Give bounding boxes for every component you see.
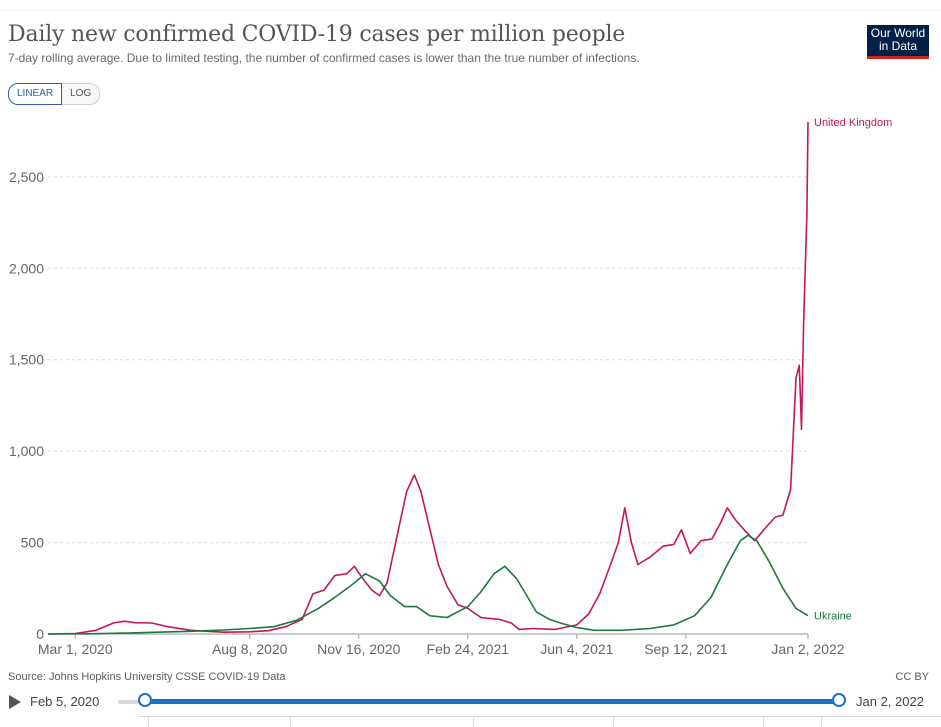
chart-subtitle: 7-day rolling average. Due to limited te… <box>8 51 640 65</box>
license-label[interactable]: CC BY <box>895 671 929 683</box>
y-tick-label: 2,500 <box>9 169 44 185</box>
x-tick-label: Aug 8, 2020 <box>212 641 288 657</box>
x-tick-label: Feb 24, 2021 <box>427 641 510 657</box>
timeline-start-label: Feb 5, 2020 <box>30 694 100 709</box>
y-tick-label: 2,000 <box>9 260 44 276</box>
series-label: Ukraine <box>814 611 852 623</box>
series-lines <box>47 121 809 635</box>
x-tick-label: Jun 4, 2021 <box>540 641 613 657</box>
timeline-end-handle[interactable] <box>832 693 846 707</box>
series-line <box>47 121 809 635</box>
source-note: Source: Johns Hopkins University CSSE CO… <box>8 671 286 683</box>
y-tick-label: 1,000 <box>9 443 44 459</box>
series-label: United Kingdom <box>814 117 892 129</box>
bottom-tab-bar <box>138 716 941 727</box>
linear-scale-button[interactable]: LINEAR <box>8 83 63 105</box>
logo-line-2: in Data <box>878 39 918 53</box>
y-tick-label: 0 <box>36 626 44 642</box>
x-tick-label: Sep 12, 2021 <box>644 641 728 657</box>
scale-toggle: LINEAR LOG <box>8 83 101 105</box>
y-tick-label: 500 <box>21 535 45 551</box>
y-tick-label: 1,500 <box>9 352 44 368</box>
logo-line-1: Our World <box>870 26 926 40</box>
x-tick-label: Nov 16, 2020 <box>317 641 400 657</box>
x-axis: Mar 1, 2020 Aug 8, 2020 Nov 16, 2020 Feb 24… <box>38 634 845 657</box>
chart-title: Daily new confirmed COVID-19 cases per m… <box>8 22 626 47</box>
x-tick-label: Mar 1, 2020 <box>38 641 113 657</box>
top-rule <box>0 0 941 11</box>
owid-logo[interactable]: Our World in Data <box>867 25 929 59</box>
y-axis-ticks: 0 500 1,000 1,500 2,000 2,500 <box>9 169 44 642</box>
series-line <box>47 534 809 635</box>
timeline-end-label: Jan 2, 2022 <box>856 694 924 709</box>
grid-lines <box>48 176 808 635</box>
log-scale-button[interactable]: LOG <box>62 83 101 105</box>
x-tick-label: Jan 2, 2022 <box>771 641 844 657</box>
timeline-selected-range <box>145 699 839 704</box>
play-icon[interactable] <box>9 695 21 709</box>
timeline-start-handle[interactable] <box>138 693 152 707</box>
series-labels: United Kingdom Ukraine <box>814 117 892 623</box>
